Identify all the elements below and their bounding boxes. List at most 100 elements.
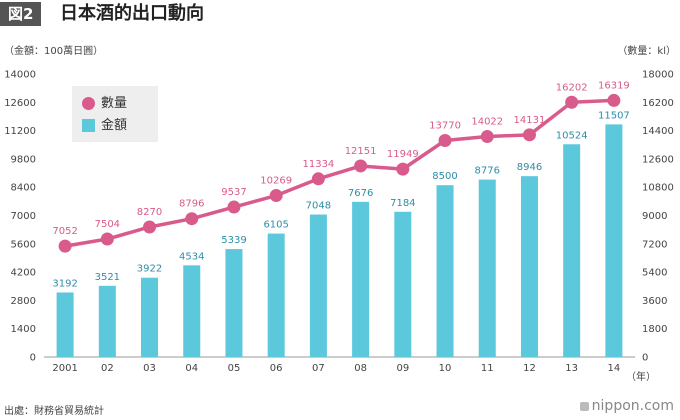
point-count [143, 220, 157, 234]
legend-label-count: 數量 [101, 96, 128, 111]
data-label-count: 7052 [52, 226, 77, 237]
point-count [227, 200, 241, 214]
bar-amount [352, 201, 370, 357]
chart-title: 日本酒的出口動向 [60, 3, 204, 24]
left-axis-unit: （金額：100萬日圓） [4, 46, 104, 57]
data-label-amount: 8776 [475, 166, 500, 177]
point-count [354, 159, 368, 173]
brand-icon [579, 401, 589, 411]
data-label-amount: 10524 [556, 130, 588, 141]
data-label-count: 8270 [137, 207, 162, 218]
data-label-count: 16319 [598, 80, 630, 91]
brand-logo[interactable]: nippon.com [579, 398, 674, 414]
y-right-tick-label: 3600 [642, 296, 667, 307]
legend: 數量 金額 [72, 86, 158, 142]
x-tick-label: 10 [439, 363, 452, 374]
x-tick-label: 04 [185, 363, 198, 374]
point-count [565, 95, 579, 109]
y-left-tick-label: 14000 [4, 70, 36, 81]
bar-amount [56, 292, 74, 357]
data-label-amount: 3922 [137, 264, 162, 275]
y-left-tick-label: 12600 [4, 98, 36, 109]
y-right-tick-label: 1800 [642, 324, 667, 335]
data-label-amount: 7184 [390, 198, 415, 209]
bar-amount [605, 124, 623, 357]
bar-amount [394, 211, 412, 357]
point-count [607, 93, 621, 107]
y-right-tick-label: 16200 [642, 98, 674, 109]
data-label-count: 16202 [556, 82, 588, 93]
x-tick-label: 14 [608, 363, 621, 374]
bar-amount [98, 285, 116, 357]
y-right-tick-label: 12600 [642, 154, 674, 165]
y-left-tick-label: 9800 [11, 154, 36, 165]
y-right-tick-label: 10800 [642, 183, 674, 194]
bar-amount [183, 265, 201, 357]
bar-amount [141, 277, 159, 357]
data-label-count: 11334 [302, 159, 334, 170]
y-left-tick-label: 2800 [11, 296, 36, 307]
x-tick-label: 13 [565, 363, 578, 374]
legend-label-amount: 金額 [101, 118, 128, 133]
data-label-amount: 5339 [221, 235, 246, 246]
point-count [100, 232, 114, 246]
x-tick-label: 07 [312, 363, 325, 374]
x-tick-label: 06 [270, 363, 283, 374]
data-label-count: 12151 [345, 146, 377, 157]
y-left-tick-label: 1400 [11, 324, 36, 335]
y-right-tick-label: 9000 [642, 211, 667, 222]
legend-item-count: 數量 [82, 94, 127, 114]
bar-amount [436, 185, 454, 357]
figure-badge: 図2 [0, 2, 42, 26]
bar-amount [267, 233, 285, 357]
point-count [58, 239, 72, 253]
data-label-count: 14022 [471, 117, 503, 128]
x-tick-label: 11 [481, 363, 494, 374]
data-label-amount: 6105 [263, 220, 288, 231]
data-label-amount: 7048 [306, 201, 331, 212]
data-label-amount: 3521 [95, 272, 120, 283]
bar-amount [563, 144, 581, 357]
y-right-tick-label: 18000 [642, 70, 674, 81]
y-right-tick-label: 14400 [642, 126, 674, 137]
x-axis-unit: （年） [626, 372, 656, 383]
y-left-tick-label: 11200 [4, 126, 36, 137]
bar-amount [225, 249, 243, 357]
x-tick-label: 03 [143, 363, 156, 374]
y-right-tick-label: 7200 [642, 239, 667, 250]
data-label-amount: 11507 [598, 110, 630, 121]
data-label-count: 11949 [387, 149, 419, 160]
y-left-tick-label: 4200 [11, 268, 36, 279]
data-label-count: 10269 [260, 176, 292, 187]
legend-square-icon [82, 119, 95, 132]
x-tick-label: 05 [228, 363, 241, 374]
y-right-tick-label: 0 [642, 353, 648, 364]
data-label-amount: 3192 [52, 278, 77, 289]
y-right-tick-label: 5400 [642, 268, 667, 279]
point-count [438, 134, 452, 148]
data-label-count: 9537 [221, 187, 246, 198]
legend-item-amount: 金額 [82, 116, 127, 136]
x-tick-label: 02 [101, 363, 114, 374]
y-left-tick-label: 7000 [11, 211, 36, 222]
data-label-count: 14131 [514, 115, 546, 126]
data-label-amount: 4534 [179, 251, 204, 262]
point-count [311, 172, 325, 186]
point-count [185, 212, 199, 226]
y-left-tick-label: 0 [30, 353, 36, 364]
x-tick-label: 09 [396, 363, 409, 374]
y-left-tick-label: 5600 [11, 239, 36, 250]
source-note: 出處：財務省貿易統計 [4, 406, 104, 417]
header: 図2 日本酒的出口動向 [0, 0, 680, 28]
data-label-amount: 8500 [432, 171, 457, 182]
point-count [522, 128, 536, 142]
brand-text: nippon.com [591, 398, 674, 414]
point-count [269, 189, 283, 203]
y-left-tick-label: 8400 [11, 183, 36, 194]
data-label-amount: 8946 [517, 162, 542, 173]
x-tick-label: 08 [354, 363, 367, 374]
data-label-count: 7504 [95, 219, 120, 230]
right-axis-unit: （數量：kl） [617, 46, 676, 57]
bar-amount [478, 179, 496, 357]
